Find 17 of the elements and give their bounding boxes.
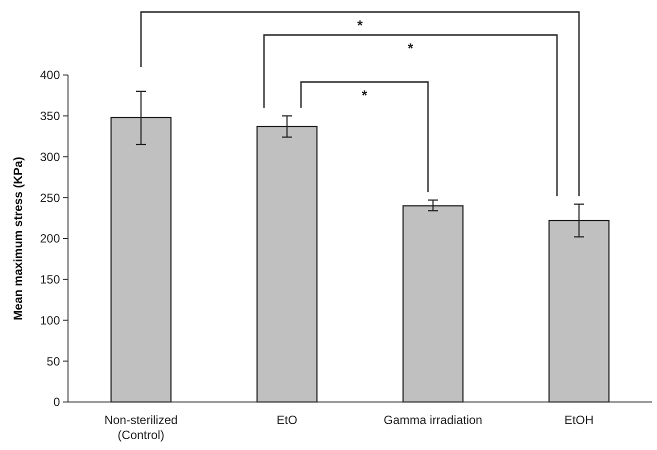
y-axis-title: Mean maximum stress (KPa) (11, 156, 25, 320)
y-tick-label: 400 (40, 68, 60, 82)
text: * (408, 40, 414, 56)
y-tick-label: 0 (53, 395, 60, 410)
y-tick-label: 50 (46, 354, 60, 368)
y-tick-label: 250 (40, 190, 60, 205)
x-tick-label: EtOH (564, 413, 594, 427)
x-tick-label: EtO (276, 413, 298, 427)
text: * (357, 17, 364, 33)
y-tick-label: 200 (40, 232, 60, 246)
x-tick-label: Gamma irradiation (384, 413, 482, 427)
y-tick-label: 300 (40, 150, 60, 164)
x-tick-label: Non-sterilized (Control) (104, 413, 178, 442)
y-tick-label: 100 (40, 313, 60, 328)
y-tick-label: 150 (40, 272, 60, 287)
annotation: * (362, 87, 368, 103)
y-tick-label: 350 (40, 109, 60, 124)
